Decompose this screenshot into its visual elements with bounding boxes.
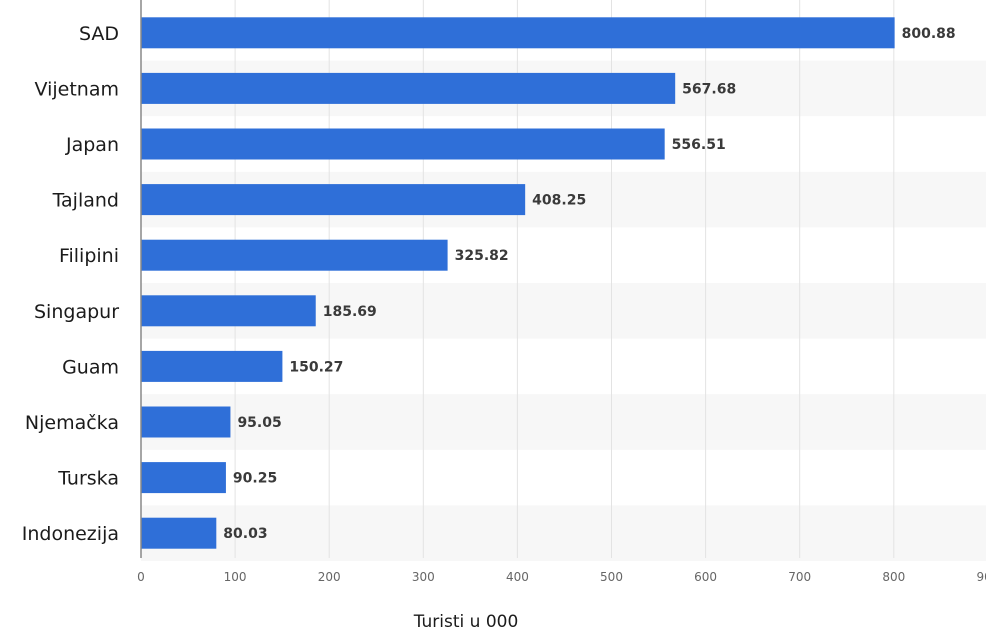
value-label: 80.03 [223, 526, 267, 542]
x-tick-label: 300 [412, 570, 435, 584]
category-label: Vijetnam [35, 78, 119, 100]
x-tick-label: 900 [976, 570, 986, 584]
bar [141, 184, 526, 216]
value-label: 95.05 [237, 415, 281, 431]
x-tick-label: 100 [224, 570, 247, 584]
value-label: 556.51 [672, 137, 726, 153]
bars [141, 17, 895, 549]
x-tick-label: 600 [694, 570, 717, 584]
category-label: Filipini [59, 245, 119, 267]
x-tick-label: 200 [318, 570, 341, 584]
value-label: 325.82 [455, 248, 509, 264]
x-tick-label: 800 [882, 570, 905, 584]
category-label: Turska [57, 468, 119, 490]
category-label: Singapur [34, 301, 119, 323]
x-tick-label: 700 [788, 570, 811, 584]
bar [141, 406, 231, 438]
category-label: SAD [79, 23, 119, 45]
bar [141, 72, 676, 104]
x-tick-label: 0 [137, 570, 145, 584]
category-label: Japan [65, 134, 119, 156]
category-label: Indonezija [22, 523, 119, 545]
x-tick-label: 500 [600, 570, 623, 584]
x-axis-title: Turisti u 000 [413, 612, 519, 632]
bar [141, 17, 895, 49]
row-band [141, 394, 986, 450]
row-band [141, 505, 986, 561]
value-label: 567.68 [682, 81, 736, 97]
bar [141, 517, 217, 549]
row-bands [141, 60, 986, 561]
value-label: 150.27 [289, 359, 343, 375]
value-label: 800.88 [902, 26, 956, 42]
value-label: 90.25 [233, 471, 277, 487]
x-tick-labels: 0 100 200 300 400 500 600 700 800 900 [137, 570, 986, 584]
bar [141, 239, 448, 271]
category-label: Njemačka [25, 412, 119, 434]
category-label: Guam [62, 356, 119, 378]
category-label: Tajland [52, 190, 119, 212]
category-labels: SAD Vijetnam Japan Tajland Filipini Singapur G… [22, 23, 119, 545]
value-labels: 800.88 567.68 556.51 408.25 325.82 185.69 150.… [223, 26, 955, 542]
bar [141, 295, 316, 327]
value-label: 408.25 [532, 193, 586, 209]
bar [141, 128, 665, 160]
bar [141, 462, 226, 494]
bar [141, 350, 283, 382]
x-tick-label: 400 [506, 570, 529, 584]
value-label: 185.69 [323, 304, 377, 320]
